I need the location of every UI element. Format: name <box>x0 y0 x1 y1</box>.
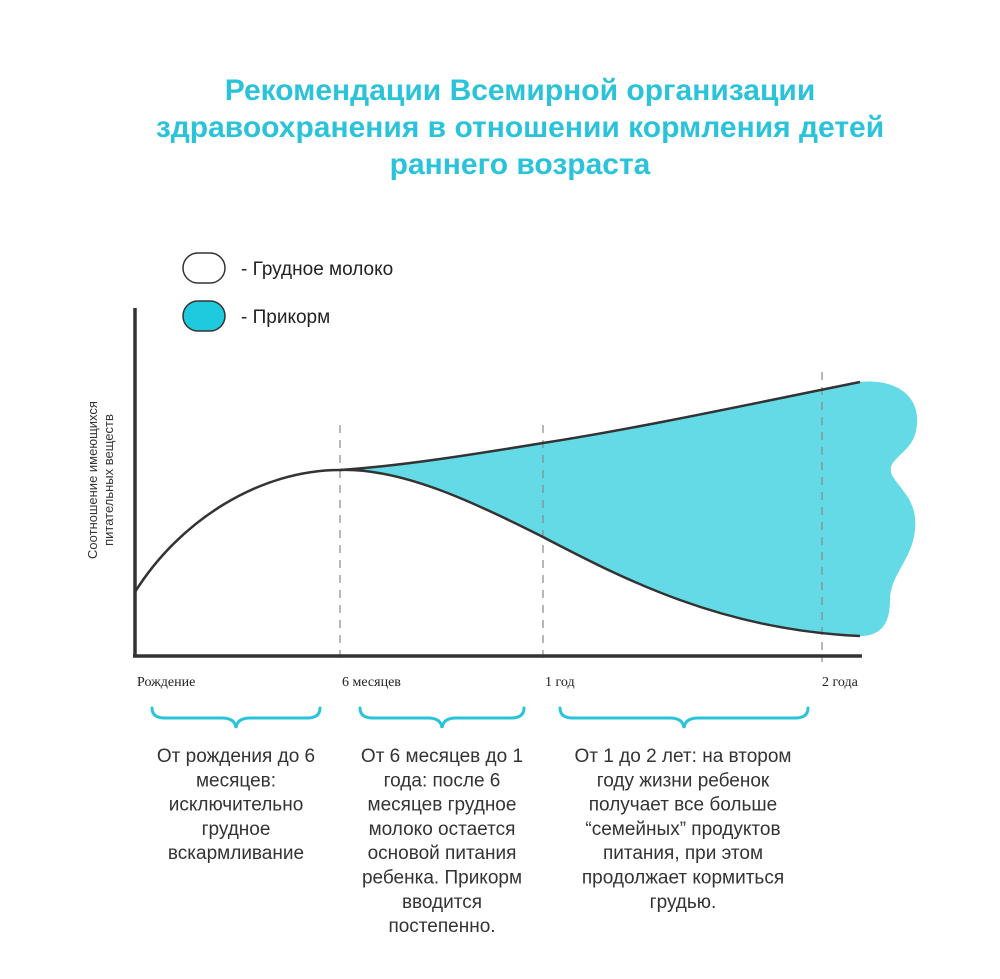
period-text: вводится <box>402 892 482 913</box>
period-text: От 1 до 2 лет: на втором <box>575 746 792 767</box>
period-text: питания, при этом <box>603 843 763 864</box>
period-text: получает все больше <box>589 795 777 816</box>
period-text: молоко остается <box>369 819 516 840</box>
period-text: года: после 6 <box>384 770 501 791</box>
x-label: 6 месяцев <box>342 675 401 690</box>
period-text: От 6 месяцев до 1 <box>361 746 523 767</box>
period-text: грудное <box>202 819 271 840</box>
legend-label: - Прикорм <box>241 307 330 328</box>
x-label: 1 год <box>545 675 575 690</box>
axes <box>133 308 862 658</box>
x-label: Рождение <box>137 675 195 690</box>
period-text: “семейных” продуктов <box>585 819 780 840</box>
y-axis-label: Соотношение имеющихся <box>85 401 100 559</box>
period-text: От рождения до 6 <box>157 746 315 767</box>
y-axis-label: питательных веществ <box>101 414 116 546</box>
legend-swatch-milk <box>182 252 226 284</box>
dividers <box>339 372 823 662</box>
curves <box>133 380 861 638</box>
period-text: постепенно. <box>388 916 495 937</box>
period-text: вскармливание <box>168 843 304 864</box>
period-text: месяцев грудное <box>368 795 517 816</box>
x-label: 2 года <box>822 675 859 690</box>
legend-label: - Грудное молоко <box>241 259 393 280</box>
title-line: здравоохранения в отношении кормления де… <box>156 111 884 144</box>
period-text: грудью. <box>650 892 717 913</box>
period-text: ребенка. Прикорм <box>362 868 522 889</box>
period-text: продолжает кормиться <box>582 868 784 889</box>
title: Рекомендации Всемирной организации здраво… <box>156 74 884 181</box>
labels: Соотношение имеющихся питательных веществ… <box>85 401 859 937</box>
period-text: году жизни ребенок <box>597 770 770 791</box>
title-line: раннего возраста <box>390 148 651 181</box>
period-text: основой питания <box>368 843 517 864</box>
title-line: Рекомендации Всемирной организации <box>225 74 816 107</box>
complementary-area <box>340 381 918 636</box>
braces <box>150 706 810 729</box>
period-text: исключительно <box>169 795 304 816</box>
period-text: месяцев: <box>196 770 276 791</box>
legend-swatch-food <box>182 300 226 332</box>
